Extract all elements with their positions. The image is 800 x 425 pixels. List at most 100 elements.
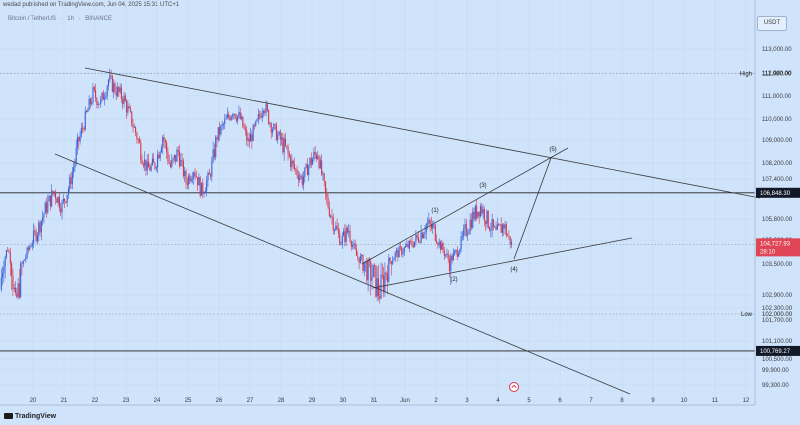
candle-body xyxy=(238,111,240,116)
time-axis: 20 21 22 23 24 25 26 27 28 29 30 31 Jun 2 3 4 5 6 7 8 9 10 11 1… xyxy=(0,398,755,406)
candle-body xyxy=(455,250,457,252)
candle-body xyxy=(498,224,500,226)
candle-body xyxy=(428,219,430,224)
candle-body xyxy=(92,87,94,103)
candle-body xyxy=(237,115,239,121)
candle-body xyxy=(300,175,302,178)
candle-body xyxy=(463,228,465,237)
candle-body xyxy=(16,292,18,298)
candle-body xyxy=(216,137,218,140)
candle-body xyxy=(198,177,200,186)
symbol-legend[interactable]: Bitcoin / TetherUS · 1h · BINANCE xyxy=(8,16,112,22)
candle-body xyxy=(507,235,509,237)
candle-body xyxy=(354,243,356,249)
candle-body xyxy=(80,127,82,135)
candle-body xyxy=(230,116,232,120)
candle-body xyxy=(166,142,168,153)
candle-body xyxy=(137,139,139,141)
candle-body xyxy=(343,231,345,237)
x-tick-label: 10 xyxy=(681,398,688,404)
projected-wave-5-leg xyxy=(513,157,552,260)
candle-body xyxy=(292,160,294,164)
candle-body xyxy=(22,260,24,264)
candle-body xyxy=(287,146,289,154)
candle-body xyxy=(386,274,389,282)
candle-body xyxy=(336,225,338,230)
candle-body xyxy=(234,113,236,119)
currency-button[interactable]: USDT xyxy=(757,16,787,31)
candle-body xyxy=(17,283,19,298)
candle-body xyxy=(332,217,334,231)
candle-body xyxy=(461,236,463,238)
candle-body xyxy=(468,231,470,235)
candle-body xyxy=(154,163,156,169)
candle-body xyxy=(126,101,128,113)
candle-body xyxy=(246,130,248,141)
candle-body xyxy=(195,175,197,178)
candle-body xyxy=(47,201,49,213)
y-tick-label: 112,000.00 xyxy=(762,71,792,77)
candle-body xyxy=(163,137,165,141)
price-tag-label: High xyxy=(740,71,752,77)
candle-body xyxy=(375,265,377,297)
candle-body xyxy=(256,119,258,122)
candle-body xyxy=(115,92,117,96)
y-tick-label: 111,000.00 xyxy=(762,94,792,100)
candle-body xyxy=(500,224,502,233)
candle-body xyxy=(308,166,310,176)
reset-icon[interactable] xyxy=(509,382,519,392)
candle-body xyxy=(363,262,365,271)
candle-body xyxy=(465,224,467,236)
candle-body xyxy=(310,157,312,165)
candle-body xyxy=(220,125,222,135)
candle-body xyxy=(157,154,159,168)
candle-body xyxy=(178,151,181,167)
candle-body xyxy=(62,198,64,203)
x-tick-label: 4 xyxy=(496,398,500,404)
brand-logo[interactable]: TradingView xyxy=(4,413,56,420)
candle-body xyxy=(433,224,435,226)
candle-body xyxy=(414,241,416,247)
candle-body xyxy=(209,174,212,177)
candle-body xyxy=(153,158,155,164)
candle-body xyxy=(0,277,2,290)
candle-body xyxy=(185,170,187,184)
candle-body xyxy=(481,206,483,214)
candle-body xyxy=(341,236,343,245)
y-tick-label: 107,400.00 xyxy=(762,177,793,183)
candle-body xyxy=(162,137,164,148)
candle-body xyxy=(164,140,166,143)
candle-body xyxy=(494,226,496,228)
candle-body xyxy=(75,147,77,163)
candle-body xyxy=(184,170,186,177)
tradingview-icon xyxy=(4,413,13,419)
candle-body xyxy=(247,138,249,141)
candle-body xyxy=(340,244,342,246)
candle-body xyxy=(233,113,235,116)
wave-label: (1) xyxy=(431,208,438,214)
candle-body xyxy=(323,173,325,182)
y-tick-label: 109,000.00 xyxy=(762,138,793,144)
candle-body xyxy=(491,219,493,231)
candle-body xyxy=(18,283,20,298)
candle-body xyxy=(33,230,35,244)
candle-body xyxy=(135,127,137,134)
candle-body xyxy=(82,127,84,129)
candle-body xyxy=(56,198,58,203)
candle-body xyxy=(91,102,93,104)
candle-body xyxy=(51,190,53,207)
candle-body xyxy=(132,124,134,128)
candle-body xyxy=(242,116,244,127)
candle-body xyxy=(182,160,184,177)
candle-body xyxy=(478,211,480,217)
y-tick-label: 105,800.00 xyxy=(762,217,793,223)
candle-body xyxy=(286,145,288,147)
candle-body xyxy=(229,117,231,120)
candle-body xyxy=(76,136,79,148)
candle-body xyxy=(188,175,190,185)
candle-body xyxy=(155,167,157,169)
candle-body xyxy=(39,222,41,233)
candle-body xyxy=(5,250,8,257)
candle-body xyxy=(345,227,347,243)
